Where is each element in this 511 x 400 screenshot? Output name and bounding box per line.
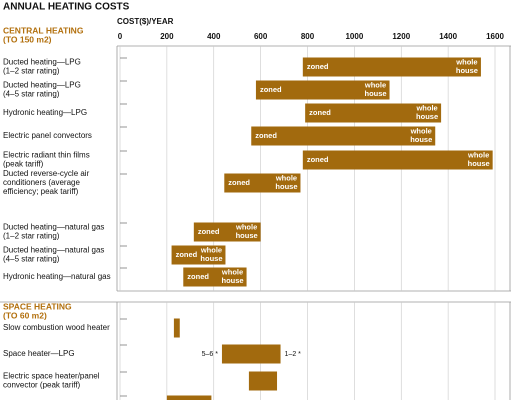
bar-label: house	[364, 89, 386, 98]
bar-label: zoned	[260, 85, 282, 94]
x-tick-label: 800	[301, 32, 315, 41]
row-label: (1–2 star rating)	[3, 232, 60, 241]
bar-label: zoned	[307, 62, 329, 71]
bar	[193, 222, 261, 242]
row-label: (4–5 star rating)	[3, 90, 60, 99]
row-label: Ducted heating—LPG	[3, 58, 81, 67]
row-label: Slow combustion wood heater	[3, 323, 110, 332]
bar-label: zoned	[176, 250, 198, 259]
row-label: Hydronic heating—natural gas	[3, 272, 111, 281]
row-label: Ducted heating—natural gas	[3, 223, 104, 232]
bar-label: house	[468, 159, 490, 168]
bar-label: house	[222, 276, 244, 285]
row-label: Ducted heating—natural gas	[3, 246, 104, 255]
row-label: conditioners (average	[3, 178, 80, 187]
bar	[221, 344, 281, 364]
bar	[302, 150, 493, 170]
x-tick-label: 200	[160, 32, 174, 41]
bar-label: house	[200, 254, 222, 263]
section-title: CENTRAL HEATING	[3, 25, 84, 35]
x-tick-label: 1400	[439, 32, 457, 41]
row-label: (4–5 star rating)	[3, 255, 60, 264]
bar-label: 1–2 *	[285, 351, 302, 358]
x-tick-label: 600	[254, 32, 268, 41]
section-title: SPACE HEATING	[3, 301, 72, 311]
x-axis-label: COST($)/YEAR	[117, 17, 174, 26]
bar-label: zoned	[187, 272, 209, 281]
bar-label: whole	[221, 268, 243, 277]
x-tick-label: 400	[207, 32, 221, 41]
row-label: Electric space heater/panel	[3, 372, 100, 381]
row-label: Hydronic heating—LPG	[3, 108, 87, 117]
x-tick-label: 1200	[392, 32, 410, 41]
x-tick-label: 0	[118, 32, 123, 41]
bar-label: whole	[455, 58, 477, 67]
bar-label: zoned	[309, 108, 331, 117]
bar-label: house	[275, 182, 297, 191]
bar	[251, 126, 436, 146]
bar-label: whole	[415, 104, 437, 113]
x-tick-label: 1600	[486, 32, 504, 41]
row-label: (peak tariff)	[3, 160, 44, 169]
bar	[171, 245, 226, 265]
bar	[224, 173, 301, 193]
bar-label: house	[456, 66, 478, 75]
section-title: (TO 60 m2)	[3, 310, 47, 320]
bar-label: whole	[410, 127, 432, 136]
bar	[305, 103, 442, 123]
bar-label: zoned	[255, 131, 277, 140]
bar	[255, 80, 390, 100]
bar	[302, 57, 481, 77]
bar-label: 5–6 *	[202, 351, 219, 358]
row-label: efficiency; peak tariff)	[3, 187, 79, 196]
chart-title: ANNUAL HEATING COSTS	[3, 2, 130, 13]
bar-label: zoned	[307, 155, 329, 164]
bar-label: house	[236, 231, 258, 240]
bar	[166, 395, 212, 400]
bar-label: whole	[467, 151, 489, 160]
row-label: Electric radiant thin films	[3, 151, 90, 160]
x-tick-label: 1000	[345, 32, 363, 41]
section-title: (TO 150 m2)	[3, 34, 52, 44]
bar	[248, 371, 278, 391]
bar-label: whole	[200, 246, 222, 255]
row-label: Electric panel convectors	[3, 131, 92, 140]
row-label: (1–2 star rating)	[3, 67, 60, 76]
bar-label: whole	[364, 81, 386, 90]
bar-label: zoned	[198, 227, 220, 236]
row-label: Ducted heating—LPG	[3, 81, 81, 90]
bar-label: house	[410, 135, 432, 144]
row-label: Ducted reverse-cycle air	[3, 169, 90, 178]
bar	[183, 267, 247, 287]
bar	[173, 318, 180, 338]
row-label: convector (peak tariff)	[3, 381, 81, 390]
bar-label: whole	[275, 174, 297, 183]
bar-label: zoned	[228, 178, 250, 187]
bar-label: house	[416, 112, 438, 121]
row-label: Space heater—LPG	[3, 349, 75, 358]
bar-label: whole	[235, 223, 257, 232]
